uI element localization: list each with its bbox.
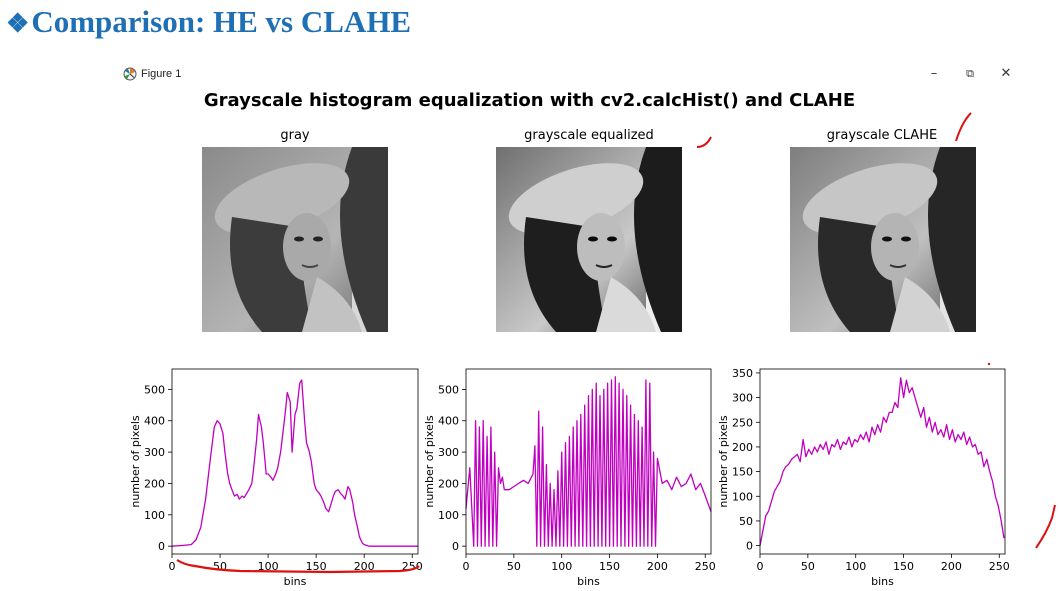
y-tick-label: 100 [438,509,459,522]
y-tick-label: 350 [732,367,753,380]
y-tick-label: 200 [438,477,459,490]
y-axis-label: number of pixels [423,415,436,508]
slide-title: ❖Comparison: HE vs CLAHE [6,4,411,40]
plot-frame [171,368,419,555]
y-tick-label: 150 [732,466,753,479]
y-tick-label: 0 [452,540,459,553]
histogram-plot-2: 0 50 100 150 200 250 0 100 200 300 400 500 bins numbe… [423,368,716,588]
x-tick-label: 50 [507,560,521,573]
histogram-line [171,379,418,547]
x-tick-label: 100 [845,560,866,573]
x-axis-label: bins [577,575,600,588]
y-tick-label: 300 [438,446,459,459]
x-tick-label: 250 [402,560,423,573]
x-tick-label: 100 [551,560,572,573]
y-tick-label: 300 [144,446,165,459]
clahe-image [790,147,976,332]
y-tick-label: 500 [144,383,165,396]
x-axis-label: bins [284,575,307,588]
histogram-line [465,376,712,547]
restore-button[interactable]: ⧉ [966,67,974,80]
plot-frame [465,368,712,555]
histogram-line [759,377,1005,546]
y-tick-label: 50 [739,515,753,528]
matplotlib-figure-icon [123,67,137,81]
y-tick-label: 300 [732,392,753,405]
y-axis-label: number of pixels [717,415,730,508]
equalized-image [496,147,682,332]
x-tick-label: 0 [757,560,764,573]
y-tick-label: 100 [144,509,165,522]
slide-title-text: Comparison: HE vs CLAHE [31,4,412,39]
image-title-clahe: grayscale CLAHE [826,128,938,143]
plot-frame [759,368,1006,555]
y-tick-label: 200 [144,477,165,490]
x-tick-label: 150 [893,560,914,573]
x-tick-label: 200 [647,560,668,573]
y-tick-label: 0 [158,540,165,553]
y-tick-label: 250 [732,416,753,429]
minimize-button[interactable]: – [930,66,938,81]
x-tick-label: 250 [989,560,1010,573]
x-tick-label: 250 [695,560,716,573]
image-title-equalized: grayscale equalized [524,128,654,143]
x-tick-label: 200 [354,560,375,573]
y-tick-label: 200 [732,441,753,454]
gray-image [202,147,388,332]
x-tick-label: 150 [599,560,620,573]
window-titlebar[interactable]: Figure 1 – ⧉ ✕ [112,60,1024,88]
x-tick-label: 200 [941,560,962,573]
x-tick-label: 100 [258,560,279,573]
y-tick-label: 400 [438,415,459,428]
window-title: Figure 1 [141,68,182,80]
x-tick-label: 50 [801,560,815,573]
x-tick-label: 0 [463,560,470,573]
figure-suptitle: Grayscale histogram equalization with cv… [203,90,856,111]
x-tick-label: 150 [306,560,327,573]
y-tick-label: 500 [438,383,459,396]
y-axis-label: number of pixels [129,415,142,508]
y-tick-label: 0 [746,540,753,553]
histogram-plot-3: 0 50 100 150 200 250 0 50 100 150 200 250 300 350 bins… [717,367,1010,588]
histogram-plot-1: 0 50 100 150 200 250 0 100 200 300 400 500 bins numbe… [129,368,423,588]
y-tick-label: 100 [732,490,753,503]
x-tick-label: 50 [213,560,227,573]
x-tick-label: 0 [169,560,176,573]
x-axis-label: bins [871,575,894,588]
y-tick-label: 400 [144,415,165,428]
close-button[interactable]: ✕ [1000,66,1012,81]
diamond-bullet-icon: ❖ [6,9,30,38]
image-title-gray: gray [280,128,310,143]
